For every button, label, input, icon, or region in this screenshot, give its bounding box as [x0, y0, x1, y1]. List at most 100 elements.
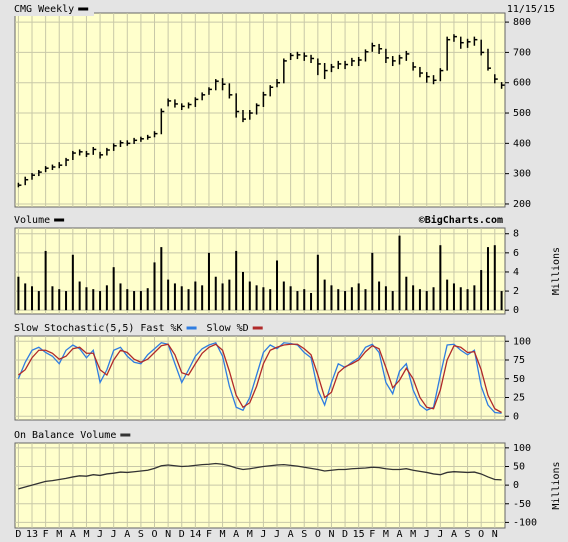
volume-bar [276, 260, 279, 311]
volume-bar [65, 291, 68, 311]
volume-bar [357, 283, 360, 311]
y-tick-label: 6 [513, 248, 519, 259]
y-tick-label: 100 [513, 443, 531, 454]
volume-bar [446, 279, 449, 311]
volume-bar [412, 285, 415, 311]
volume-bar [350, 287, 353, 311]
volume-bar [92, 289, 95, 311]
volume-bar [71, 254, 74, 311]
plot-area [14, 335, 506, 421]
y-tick-label: 500 [513, 108, 531, 119]
y-axis-label: Millions [551, 247, 562, 295]
volume-bar [105, 285, 108, 311]
x-tick-label: 15 [353, 529, 365, 540]
volume-bar [214, 276, 217, 311]
volume-bar [37, 291, 40, 311]
volume-bar [486, 247, 489, 311]
volume-bar [262, 287, 265, 311]
y-tick-label: -100 [513, 517, 537, 528]
volume-bar [310, 292, 313, 311]
x-tick-label: 13 [26, 529, 38, 540]
legend-swatch [54, 218, 65, 222]
volume-bar [344, 291, 347, 311]
volume-bar [31, 286, 34, 311]
x-tick-label: F [43, 529, 49, 540]
x-tick-label: J [274, 529, 280, 540]
x-tick-label: J [111, 529, 117, 540]
volume-bar [439, 245, 442, 311]
x-tick-label: A [288, 529, 294, 540]
volume-bar [425, 291, 428, 311]
volume-bar [269, 289, 272, 311]
volume-bar [316, 254, 319, 311]
volume-bar [337, 289, 340, 311]
volume-bar [119, 283, 122, 311]
volume-bar [282, 281, 285, 311]
volume-bar [364, 289, 367, 311]
x-tick-label: O [315, 529, 321, 540]
legend-swatch [120, 433, 131, 437]
x-tick-label: J [424, 529, 430, 540]
data-line [18, 343, 502, 414]
x-tick-label: D [342, 529, 348, 540]
volume-bar [173, 283, 176, 311]
x-tick-label: M [410, 529, 416, 540]
y-tick-label: 25 [513, 393, 525, 404]
volume-bar [207, 252, 210, 311]
x-tick-label: S [465, 529, 471, 540]
volume-bar [126, 289, 129, 311]
y-tick-label: 100 [513, 336, 531, 347]
x-tick-label: 14 [189, 529, 201, 540]
x-tick-label: M [220, 529, 226, 540]
volume-bar [85, 287, 88, 311]
volume-bar [432, 287, 435, 311]
volume-bar [398, 235, 401, 311]
x-tick-label: A [396, 529, 402, 540]
volume-bar [466, 289, 469, 311]
volume-bar [323, 279, 326, 311]
y-tick-label: 2 [513, 286, 519, 297]
volume-bar [235, 250, 238, 311]
volume-bar [221, 283, 224, 311]
volume-bar [139, 291, 142, 311]
plot-area [14, 12, 506, 208]
x-tick-label: S [138, 529, 144, 540]
y-tick-label: 0 [513, 411, 519, 422]
legend-swatch [186, 326, 197, 330]
y-tick-label: 400 [513, 138, 531, 149]
y-tick-label: 50 [513, 461, 525, 472]
volume-bar [500, 291, 503, 311]
y-tick-label: 50 [513, 374, 525, 385]
x-tick-label: O [151, 529, 157, 540]
x-tick-label: A [451, 529, 457, 540]
credit: ©BigCharts.com [419, 214, 503, 226]
x-tick-label: M [56, 529, 62, 540]
y-tick-label: 200 [513, 199, 531, 210]
volume-bar [24, 283, 27, 311]
volume-bar [473, 285, 476, 311]
volume-bar [330, 285, 333, 311]
x-tick-label: D [15, 529, 21, 540]
panel-title: On Balance Volume [14, 430, 116, 441]
panel-title: Volume [14, 215, 50, 226]
volume-bar [378, 281, 381, 311]
y-tick-label: 800 [513, 17, 531, 28]
x-tick-label: N [165, 529, 171, 540]
x-tick-label: J [437, 529, 443, 540]
panel-title: Slow Stochastic(5,5) [14, 323, 134, 334]
volume-bar [194, 281, 197, 311]
x-tick-label: N [492, 529, 498, 540]
volume-bar [452, 283, 455, 311]
volume-bar [58, 289, 61, 311]
chart-date: 11/15/15 [507, 4, 555, 15]
data-line [17, 341, 502, 414]
x-tick-label: N [328, 529, 334, 540]
volume-bar [78, 281, 81, 311]
volume-bar [303, 289, 306, 311]
volume-bar [255, 285, 258, 311]
panel-title: CMG Weekly [14, 4, 74, 15]
data-line [18, 462, 502, 490]
volume-bar [44, 250, 47, 311]
x-tick-label: D [179, 529, 185, 540]
